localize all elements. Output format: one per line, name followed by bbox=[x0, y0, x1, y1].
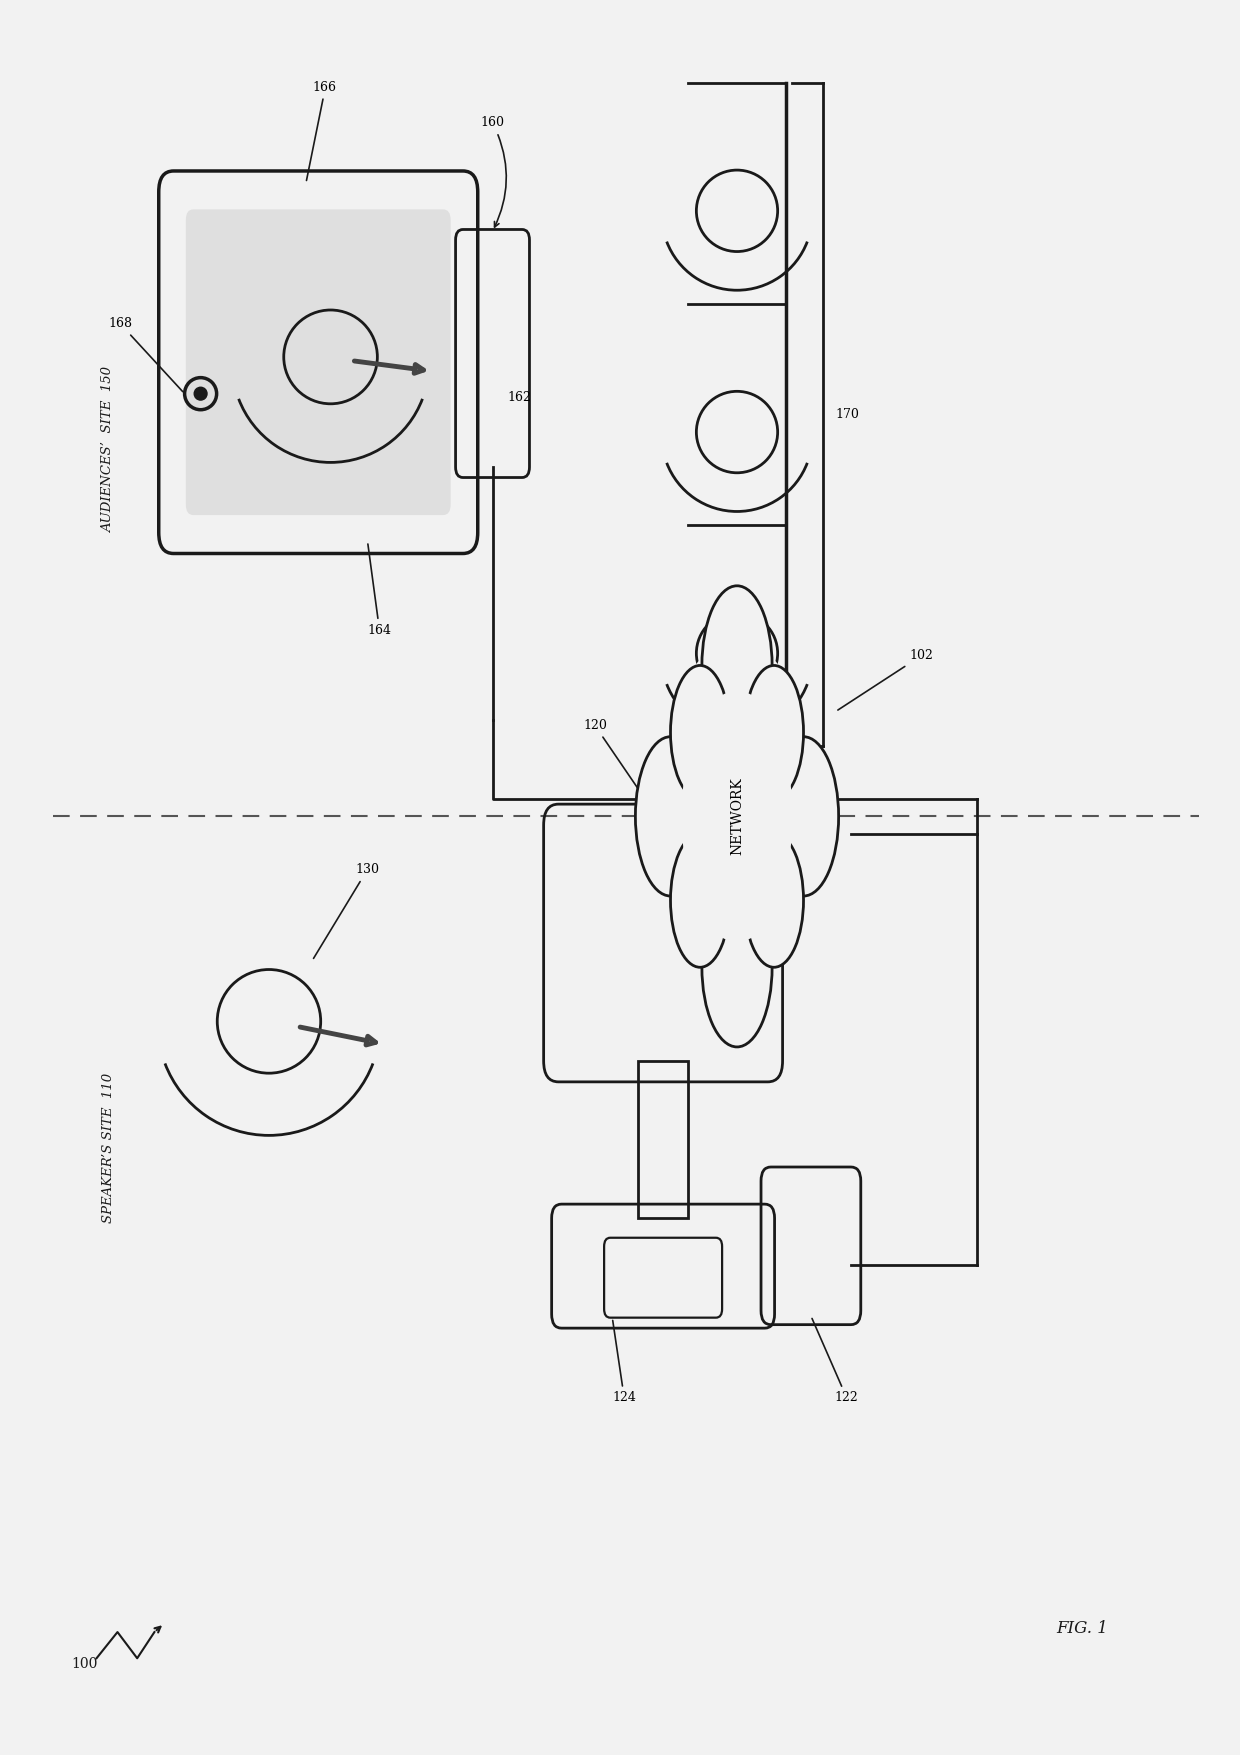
Ellipse shape bbox=[769, 737, 838, 897]
FancyBboxPatch shape bbox=[186, 209, 450, 514]
Text: 102: 102 bbox=[838, 649, 934, 711]
Ellipse shape bbox=[671, 665, 729, 800]
Text: 100: 100 bbox=[71, 1657, 98, 1671]
FancyBboxPatch shape bbox=[604, 1237, 722, 1318]
Text: 122: 122 bbox=[812, 1318, 858, 1404]
Ellipse shape bbox=[702, 586, 773, 746]
Ellipse shape bbox=[195, 388, 207, 400]
Ellipse shape bbox=[671, 834, 729, 967]
Text: FIG. 1: FIG. 1 bbox=[1056, 1620, 1107, 1637]
Text: SPEAKER’S SITE  110: SPEAKER’S SITE 110 bbox=[103, 1072, 115, 1223]
Text: 168: 168 bbox=[108, 318, 182, 391]
Ellipse shape bbox=[658, 639, 816, 995]
Ellipse shape bbox=[635, 737, 706, 897]
Ellipse shape bbox=[682, 691, 792, 942]
Text: 164: 164 bbox=[367, 544, 392, 637]
Text: AUDIENCES’  SITE  150: AUDIENCES’ SITE 150 bbox=[103, 367, 115, 532]
Text: NETWORK: NETWORK bbox=[730, 777, 744, 855]
Bar bbox=[639, 1062, 688, 1218]
Ellipse shape bbox=[702, 888, 773, 1048]
Text: 120: 120 bbox=[583, 720, 655, 813]
Text: 124: 124 bbox=[613, 1320, 636, 1404]
Text: 160: 160 bbox=[481, 116, 506, 226]
Text: 162: 162 bbox=[507, 391, 531, 404]
Ellipse shape bbox=[744, 834, 804, 967]
Text: 130: 130 bbox=[314, 863, 379, 958]
Text: 166: 166 bbox=[306, 81, 336, 181]
Text: 170: 170 bbox=[836, 409, 859, 421]
Ellipse shape bbox=[744, 665, 804, 800]
